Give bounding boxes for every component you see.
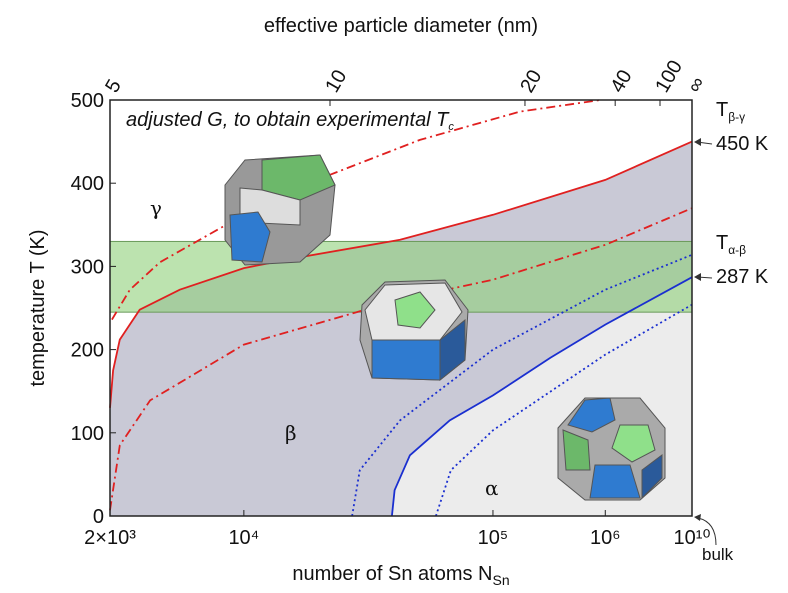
t-alpha-beta-text: T	[716, 232, 728, 254]
beta-crystal	[360, 280, 468, 380]
x2-tick-label: 10	[321, 66, 351, 96]
bulk-label: bulk	[702, 545, 734, 564]
t-beta-gamma-value: 450 K	[716, 133, 769, 155]
x2-tick-label: 5	[101, 76, 126, 97]
x-tick-label: 10⁴	[228, 527, 259, 549]
gamma-label: γ	[150, 196, 162, 220]
arrow-head	[694, 514, 701, 521]
x2-tick-label: 40	[606, 66, 636, 96]
alpha-label: α	[485, 476, 499, 500]
y-tick-label: 300	[71, 256, 104, 278]
note-sub: c	[448, 121, 454, 133]
y-tick-label: 200	[71, 340, 104, 362]
t-beta-gamma: Tβ-γ	[716, 99, 745, 124]
x2-tick-label: 20	[516, 66, 546, 96]
alpha-crystal	[558, 398, 665, 500]
x-axis-title-text: number of Sn atoms N	[292, 563, 492, 585]
x-axis-title: number of Sn atoms NSn	[292, 563, 509, 588]
note-text: adjusted G, to obtain experimental T	[126, 109, 450, 131]
x2-tick-label: 100	[651, 57, 687, 97]
t-alpha-beta-value: 287 K	[716, 266, 769, 288]
x-tick-label: 10⁵	[478, 527, 509, 549]
x-tick-label: 10⁶	[590, 527, 620, 549]
x2-axis-title: effective particle diameter (nm)	[264, 15, 538, 37]
arrow-head	[694, 138, 701, 146]
arrow-head	[694, 273, 701, 281]
beta-label: β	[285, 421, 297, 445]
y-axis-title: temperature T (K)	[27, 229, 49, 386]
t-beta-gamma-sub: β-γ	[728, 110, 745, 124]
t-alpha-beta: Tα-β	[716, 232, 746, 257]
y-tick-label: 0	[93, 506, 104, 528]
chart: effective particle diameter (nm) number …	[0, 0, 788, 593]
y-tick-label: 400	[71, 173, 104, 195]
x2-end-label: ∞	[683, 73, 709, 96]
x-axis-title-sub: Sn	[492, 572, 509, 588]
y-tick-label: 100	[71, 423, 104, 445]
t-alpha-beta-sub: α-β	[728, 243, 746, 257]
t-beta-gamma-text: T	[716, 99, 728, 121]
note: adjusted G, to obtain experimental Tc	[126, 109, 454, 133]
y-tick-label: 500	[71, 90, 104, 112]
x-tick-label: 2×10³	[84, 527, 136, 549]
